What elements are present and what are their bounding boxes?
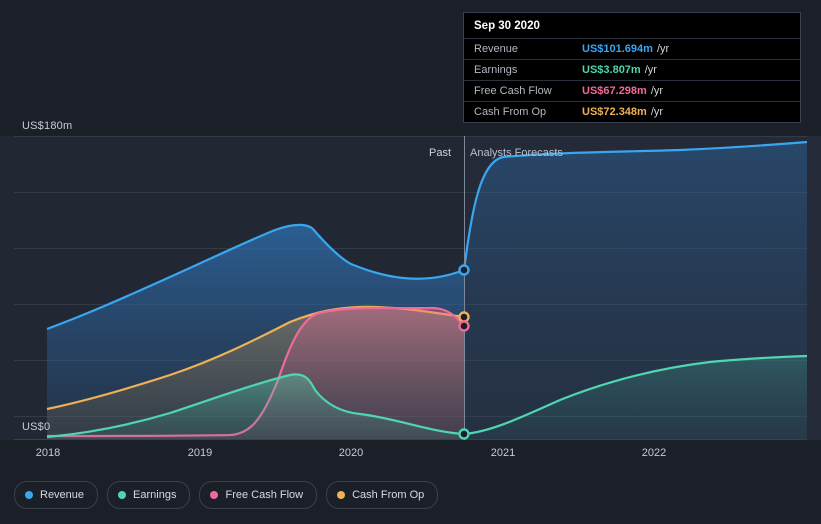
tooltip-label-freecashflow: Free Cash Flow: [474, 85, 552, 97]
legend-label-freecashflow: Free Cash Flow: [225, 489, 304, 501]
forecast-region-label: Analysts Forecasts: [470, 147, 563, 159]
y-axis-label-zero: US$0: [22, 421, 51, 433]
x-axis-tick-2018: 2018: [35, 447, 61, 459]
marker-revenue: [458, 264, 470, 276]
legend-dot-cashfromop: [337, 491, 346, 499]
series-area-earnings-forecast: [464, 356, 807, 439]
legend-label-cashfromop: Cash From Op: [352, 489, 425, 501]
legend-item-cashfromop[interactable]: Cash From Op: [326, 481, 439, 509]
past-region-label: Past: [429, 147, 452, 159]
tooltip-unit-freecashflow: /yr: [650, 85, 664, 97]
tooltip-label-cashfromop: Cash From Op: [474, 106, 547, 118]
tooltip-row-revenue: Revenue US$101.694m /yr: [464, 38, 800, 59]
chart-legend: Revenue Earnings Free Cash Flow Cash Fro…: [14, 481, 439, 509]
tooltip-value-revenue: US$101.694m: [582, 43, 653, 55]
x-axis-tick-2022: 2022: [641, 447, 667, 459]
tooltip-row-freecashflow: Free Cash Flow US$67.298m /yr: [464, 80, 800, 101]
tooltip-row-cashfromop: Cash From Op US$72.348m /yr: [464, 101, 800, 122]
chart-tooltip: Sep 30 2020 Revenue US$101.694m /yr Earn…: [463, 12, 801, 123]
tooltip-value-cashfromop: US$72.348m: [582, 106, 647, 118]
legend-item-revenue[interactable]: Revenue: [14, 481, 99, 509]
tooltip-row-earnings: Earnings US$3.807m /yr: [464, 59, 800, 80]
legend-dot-revenue: [25, 491, 33, 499]
series-line-revenue-past: [46, 223, 465, 331]
y-axis-label-top: US$180m: [22, 120, 73, 132]
legend-dot-freecashflow: [210, 491, 219, 499]
x-axis-tick-2021: 2021: [490, 447, 516, 459]
tooltip-unit-earnings: /yr: [644, 64, 657, 76]
marker-cashfromop: [458, 311, 470, 323]
legend-dot-earnings: [118, 491, 127, 499]
legend-label-revenue: Revenue: [40, 489, 85, 501]
series-area-freecashflow: [47, 307, 464, 439]
tooltip-date: Sep 30 2020: [474, 20, 540, 32]
marker-earnings: [458, 428, 470, 440]
tooltip-value-earnings: US$3.807m: [582, 64, 641, 76]
series-line-revenue-forecast: [462, 140, 808, 271]
tooltip-label-revenue: Revenue: [474, 43, 519, 55]
tooltip-label-earnings: Earnings: [474, 64, 518, 76]
legend-item-freecashflow[interactable]: Free Cash Flow: [199, 481, 318, 509]
series-line-earnings-forecast: [463, 354, 808, 436]
series-line-earnings-past: [46, 373, 465, 439]
tooltip-unit-revenue: /yr: [656, 43, 670, 55]
legend-item-earnings[interactable]: Earnings: [107, 481, 191, 509]
tooltip-value-freecashflow: US$67.298m: [582, 85, 647, 97]
x-axis-tick-2019: 2019: [187, 447, 213, 459]
series-area-earnings: [47, 374, 464, 439]
legend-label-earnings: Earnings: [133, 489, 177, 501]
tooltip-unit-cashfromop: /yr: [650, 106, 664, 118]
x-axis-tick-2020: 2020: [338, 447, 364, 459]
marker-freecashflow: [458, 320, 470, 332]
